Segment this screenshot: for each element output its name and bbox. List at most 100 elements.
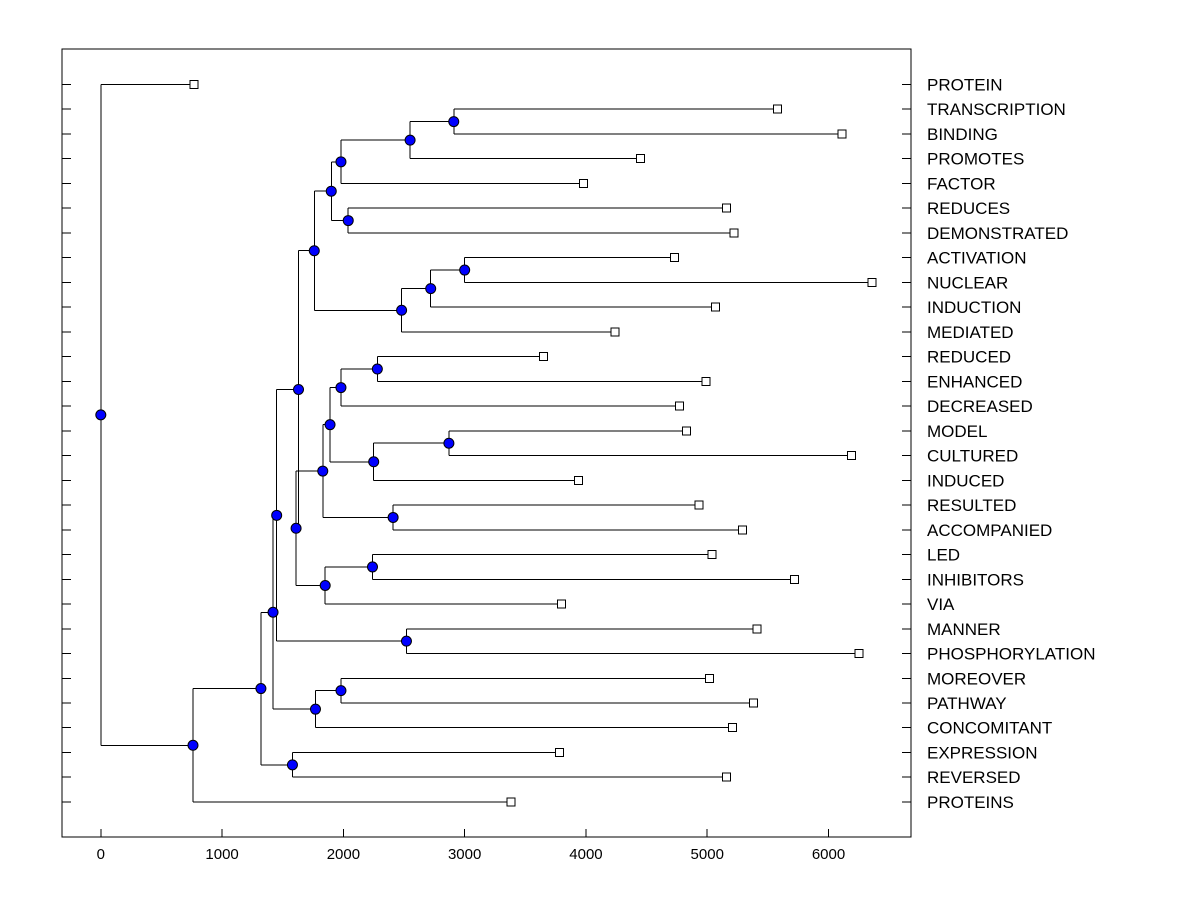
leaf-marker bbox=[674, 401, 684, 411]
leaf-marker bbox=[636, 154, 646, 164]
merge-node-marker bbox=[324, 419, 336, 431]
leaf-marker bbox=[539, 352, 549, 362]
merge-node-marker bbox=[404, 134, 416, 146]
leaf-label: PROTEINS bbox=[927, 793, 1014, 812]
leaf-marker bbox=[790, 574, 800, 584]
merge-node-marker bbox=[317, 465, 329, 477]
leaf-marker bbox=[189, 80, 199, 89]
merge-node-marker bbox=[325, 185, 337, 197]
leaf-label: PHOSPHORYLATION bbox=[927, 645, 1095, 664]
leaf-marker bbox=[837, 129, 847, 139]
leaf-labels: PROTEIN TRANSCRIPTION BINDING PROMOTES FACTO… bbox=[927, 76, 1095, 812]
leaf-marker bbox=[701, 376, 711, 386]
merge-node-marker bbox=[368, 456, 380, 468]
merge-node-marker bbox=[95, 409, 107, 421]
merge-node-marker bbox=[366, 561, 378, 573]
merge-node-marker bbox=[309, 703, 321, 715]
leaf-label: BINDING bbox=[927, 125, 998, 144]
x-axis: 0 1000 2000 3000 4000 5000 6000 bbox=[97, 829, 845, 863]
plot-frame bbox=[61, 48, 912, 838]
leaf-marker bbox=[705, 673, 715, 683]
leaf-markers bbox=[189, 80, 877, 807]
merge-node-marker bbox=[290, 522, 302, 534]
merge-node-marker bbox=[255, 683, 267, 695]
leaf-marker bbox=[722, 772, 732, 782]
leaf-label: PROTEIN bbox=[927, 76, 1003, 95]
merge-node-marker bbox=[271, 509, 283, 521]
merge-node-marker bbox=[335, 685, 347, 697]
leaf-label: TRANSCRIPTION bbox=[927, 100, 1066, 119]
merge-node-marker bbox=[448, 116, 460, 128]
leaf-marker bbox=[574, 475, 584, 485]
leaf-label: REDUCES bbox=[927, 199, 1010, 218]
leaf-marker bbox=[557, 599, 567, 609]
x-tick-label: 1000 bbox=[205, 846, 238, 863]
leaf-marker bbox=[554, 747, 564, 757]
leaf-marker bbox=[773, 104, 783, 114]
leaf-label: PATHWAY bbox=[927, 694, 1007, 713]
merge-node-marker bbox=[459, 264, 471, 276]
merge-node-marker bbox=[286, 759, 298, 771]
merge-node-marker bbox=[425, 283, 437, 295]
leaf-marker bbox=[506, 797, 516, 807]
leaf-label: MANNER bbox=[927, 620, 1001, 639]
leaf-label: REDUCED bbox=[927, 348, 1011, 367]
leaf-marker bbox=[752, 624, 762, 634]
merge-node-marker bbox=[308, 245, 320, 257]
leaf-label: INHIBITORS bbox=[927, 570, 1024, 589]
leaf-label: MOREOVER bbox=[927, 669, 1026, 688]
leaf-label: FACTOR bbox=[927, 174, 996, 193]
merge-node-marker bbox=[443, 437, 455, 449]
leaf-marker bbox=[711, 302, 721, 312]
leaf-label: ENHANCED bbox=[927, 372, 1022, 391]
leaf-label: RESULTED bbox=[927, 496, 1016, 515]
merge-node-marker bbox=[335, 156, 347, 168]
x-tick-label: 4000 bbox=[569, 846, 602, 863]
leaf-marker bbox=[748, 698, 758, 708]
leaf-label: REVERSED bbox=[927, 768, 1021, 787]
leaf-label: DECREASED bbox=[927, 397, 1033, 416]
leaf-marker bbox=[729, 228, 739, 238]
x-tick-label: 6000 bbox=[812, 846, 845, 863]
branches bbox=[100, 84, 873, 803]
merge-node-marker bbox=[371, 363, 383, 375]
leaf-marker bbox=[737, 525, 747, 535]
y-axis-ticks bbox=[62, 84, 911, 803]
node-markers bbox=[95, 116, 471, 771]
x-tick-label: 3000 bbox=[448, 846, 481, 863]
merge-node-marker bbox=[335, 382, 347, 394]
merge-node-marker bbox=[319, 579, 331, 591]
leaf-label: ACCOMPANIED bbox=[927, 521, 1052, 540]
merge-node-marker bbox=[342, 215, 354, 227]
x-tick-label: 2000 bbox=[327, 846, 360, 863]
leaf-label: CULTURED bbox=[927, 447, 1018, 466]
x-tick-label: 5000 bbox=[691, 846, 724, 863]
leaf-marker bbox=[669, 253, 679, 263]
merge-node-marker bbox=[396, 304, 408, 316]
leaf-label: INDUCTION bbox=[927, 298, 1021, 317]
leaf-label: INDUCED bbox=[927, 471, 1004, 490]
leaf-label: EXPRESSION bbox=[927, 743, 1038, 762]
x-tick-label: 0 bbox=[97, 846, 105, 863]
leaf-label: MODEL bbox=[927, 422, 987, 441]
merge-node-marker bbox=[387, 511, 399, 523]
leaf-label: LED bbox=[927, 546, 960, 565]
leaf-marker bbox=[854, 649, 864, 659]
merge-node-marker bbox=[187, 739, 199, 751]
leaf-marker bbox=[579, 178, 589, 188]
leaf-marker bbox=[694, 500, 704, 510]
leaf-label: NUCLEAR bbox=[927, 273, 1008, 292]
leaf-marker bbox=[707, 550, 717, 560]
leaf-marker bbox=[728, 723, 738, 733]
leaf-marker bbox=[847, 451, 857, 461]
leaf-marker bbox=[682, 426, 692, 436]
leaf-label: ACTIVATION bbox=[927, 249, 1027, 268]
leaf-label: PROMOTES bbox=[927, 150, 1024, 169]
leaf-marker bbox=[610, 327, 620, 337]
merge-node-marker bbox=[267, 606, 279, 618]
leaf-label: CONCOMITANT bbox=[927, 719, 1052, 738]
leaf-marker bbox=[867, 277, 877, 287]
leaf-label: MEDIATED bbox=[927, 323, 1014, 342]
leaf-label: DEMONSTRATED bbox=[927, 224, 1068, 243]
